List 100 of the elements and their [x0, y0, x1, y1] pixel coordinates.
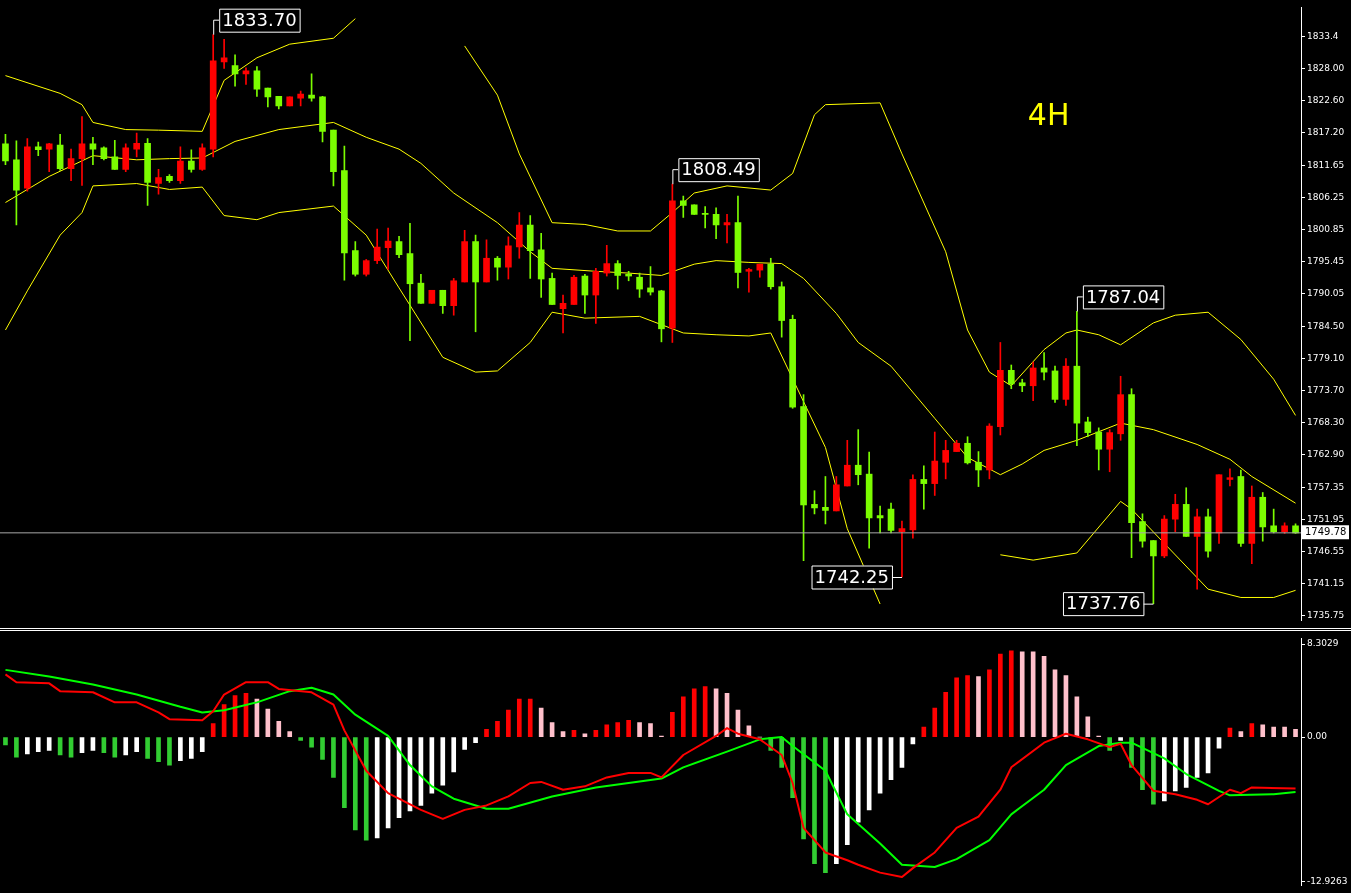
bar	[309, 737, 314, 748]
bar	[473, 737, 478, 744]
bar	[691, 688, 697, 737]
bar	[210, 723, 216, 737]
y-tick-label: 1784.50	[1307, 320, 1345, 331]
bar	[670, 712, 675, 737]
bar	[178, 737, 183, 761]
y-tick-label: 1768.30	[1307, 416, 1345, 427]
bar	[506, 709, 511, 737]
bar	[844, 737, 850, 845]
bar	[1293, 728, 1298, 737]
y-tick-label: 1746.55	[1307, 545, 1345, 556]
bar	[14, 737, 19, 758]
bar	[1019, 651, 1025, 737]
bar	[527, 698, 533, 737]
annotation: 1742.25	[814, 565, 889, 587]
bar	[1085, 716, 1091, 737]
ref-line-label: 1749.78	[1305, 525, 1347, 537]
bar	[604, 724, 610, 737]
bar	[462, 737, 467, 750]
y-tick-label: 1833.4	[1307, 30, 1339, 41]
y-tick-label: 1806.25	[1307, 191, 1345, 202]
bar	[123, 737, 129, 756]
annotation: 4H	[1027, 96, 1070, 132]
candlestick	[690, 204, 698, 215]
bar	[1271, 726, 1276, 737]
bar	[495, 721, 500, 737]
annotation: 1833.70	[222, 8, 297, 30]
bar	[998, 653, 1003, 737]
bar	[451, 737, 457, 773]
y-tick-label: 1800.85	[1307, 223, 1345, 234]
annotation: 1787.04	[1085, 285, 1161, 307]
y-tick-label: 1822.60	[1307, 94, 1345, 105]
bar	[1008, 650, 1014, 737]
bar	[615, 722, 621, 737]
bar	[801, 737, 806, 840]
bar	[1151, 737, 1156, 805]
y-tick-label: 1828.00	[1307, 62, 1345, 73]
bar	[25, 737, 30, 755]
bar	[352, 737, 358, 831]
annotation: 1737.76	[1065, 592, 1141, 614]
bar	[484, 728, 489, 737]
bar	[516, 698, 522, 737]
bar	[1118, 737, 1123, 741]
bar	[1162, 737, 1167, 802]
bar	[167, 737, 172, 766]
bar	[331, 737, 336, 778]
bar	[812, 737, 817, 864]
bar	[287, 731, 293, 737]
bar	[582, 733, 588, 737]
y-tick-label: 1790.05	[1307, 287, 1345, 298]
bar	[3, 737, 8, 746]
bar	[374, 737, 380, 839]
bar	[276, 721, 282, 737]
y-tick-label: 1779.10	[1307, 352, 1345, 363]
bar	[320, 737, 325, 760]
y-tick-label: 1751.95	[1307, 513, 1345, 524]
y-tick-label: 1735.75	[1307, 609, 1345, 620]
y-tick-label: -12.9263	[1307, 876, 1348, 887]
bar	[648, 723, 653, 737]
bar	[188, 737, 194, 759]
bar	[680, 696, 686, 737]
bar	[1216, 737, 1222, 749]
bar	[363, 737, 369, 841]
y-tick-label: 1757.35	[1307, 481, 1345, 492]
bar	[965, 675, 970, 737]
bar	[943, 691, 949, 737]
bar	[954, 677, 959, 737]
y-tick-label: 1811.65	[1307, 159, 1345, 170]
bar	[156, 737, 161, 763]
y-tick-label: 1762.90	[1307, 448, 1345, 459]
bar	[1260, 724, 1266, 737]
bar	[112, 737, 118, 758]
bar	[976, 676, 981, 737]
candlestick	[428, 289, 436, 304]
bar	[199, 737, 205, 752]
y-tick-label: 1773.70	[1307, 384, 1345, 395]
bar	[298, 737, 303, 741]
bar	[834, 737, 839, 864]
bar	[855, 737, 861, 823]
bar	[921, 726, 927, 737]
bar	[342, 737, 347, 808]
y-tick-label: 1817.20	[1307, 126, 1345, 137]
y-tick-label: 8.3029	[1307, 638, 1339, 649]
bar	[35, 737, 41, 752]
bar	[134, 737, 139, 752]
bar	[1282, 726, 1287, 737]
bar	[987, 669, 992, 737]
y-tick-label: 0.00	[1307, 731, 1328, 742]
bar	[46, 737, 52, 751]
annotation: 1808.49	[681, 158, 756, 180]
bar	[626, 719, 631, 737]
bar	[932, 707, 938, 737]
bar	[1183, 737, 1189, 788]
candlestick	[286, 96, 294, 107]
bar	[145, 737, 150, 759]
y-tick-label: 1741.15	[1307, 577, 1345, 588]
bar	[538, 707, 544, 737]
bar	[637, 722, 642, 737]
bar	[1172, 737, 1178, 792]
